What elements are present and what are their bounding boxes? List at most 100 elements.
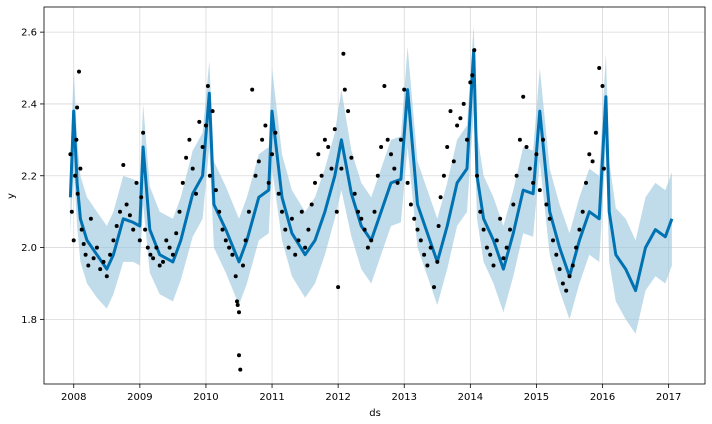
observed-point bbox=[101, 259, 106, 264]
observed-point bbox=[68, 152, 73, 157]
plot-frame bbox=[43, 6, 706, 385]
observed-point bbox=[372, 209, 377, 214]
observed-point bbox=[170, 252, 175, 257]
observed-point bbox=[223, 238, 228, 243]
observed-point bbox=[227, 245, 232, 250]
observed-point bbox=[286, 245, 291, 250]
observed-point bbox=[470, 73, 475, 78]
observed-point bbox=[547, 216, 552, 221]
observed-point bbox=[408, 202, 413, 207]
observed-point bbox=[203, 123, 208, 128]
observed-point bbox=[114, 224, 119, 228]
observed-point bbox=[448, 109, 453, 114]
observed-point bbox=[75, 191, 80, 196]
observed-point bbox=[531, 180, 536, 185]
observed-point bbox=[428, 245, 433, 250]
observed-point bbox=[346, 109, 351, 114]
observed-point bbox=[205, 84, 210, 88]
observed-point bbox=[326, 145, 331, 149]
observed-point bbox=[187, 137, 192, 142]
observed-point bbox=[570, 263, 575, 268]
observed-point bbox=[151, 256, 156, 261]
observed-point bbox=[235, 299, 239, 304]
observed-point bbox=[88, 216, 93, 221]
observed-point bbox=[94, 245, 99, 250]
observed-point bbox=[194, 191, 198, 196]
x-tick-label: 2013 bbox=[392, 392, 417, 403]
x-tick-label: 2017 bbox=[656, 392, 681, 403]
observed-point bbox=[230, 252, 235, 257]
observed-point bbox=[157, 263, 162, 268]
uncertainty-interval-layer bbox=[70, 25, 672, 334]
observed-point bbox=[468, 80, 473, 85]
observed-point bbox=[75, 105, 80, 110]
observed-point bbox=[567, 274, 572, 279]
observed-point bbox=[564, 288, 569, 293]
observed-point bbox=[207, 173, 212, 178]
observed-point bbox=[233, 274, 238, 279]
observed-point bbox=[276, 191, 281, 196]
observed-point bbox=[283, 227, 288, 232]
observed-point bbox=[455, 123, 460, 128]
observed-point bbox=[98, 267, 103, 272]
observed-point bbox=[91, 256, 96, 261]
observed-point bbox=[71, 238, 76, 243]
y-tick-label: 2.4 bbox=[21, 99, 37, 110]
observed-point bbox=[508, 227, 512, 232]
x-tick-label: 2008 bbox=[61, 392, 86, 403]
observed-point bbox=[280, 209, 284, 214]
observed-point bbox=[309, 202, 314, 207]
observed-point bbox=[498, 216, 503, 221]
observed-point bbox=[587, 152, 592, 157]
observed-point bbox=[180, 180, 185, 185]
observed-point bbox=[375, 173, 380, 178]
observed-point bbox=[332, 127, 337, 132]
observed-point bbox=[319, 173, 324, 178]
y-tick-label: 1.8 bbox=[21, 315, 37, 326]
observed-point bbox=[541, 137, 546, 142]
observed-point bbox=[237, 310, 241, 315]
observed-point bbox=[81, 242, 86, 246]
observed-point bbox=[213, 188, 218, 193]
observed-point bbox=[273, 130, 278, 135]
observed-point bbox=[139, 195, 144, 200]
observed-point bbox=[488, 252, 493, 257]
observed-point bbox=[590, 159, 595, 164]
observed-point bbox=[322, 137, 327, 142]
observed-point bbox=[174, 231, 179, 236]
observed-point bbox=[491, 263, 496, 268]
observed-point bbox=[551, 238, 555, 243]
observed-point bbox=[593, 130, 598, 135]
observed-point bbox=[584, 180, 588, 185]
observed-point bbox=[184, 155, 189, 160]
observed-point bbox=[108, 252, 113, 257]
observed-point bbox=[237, 353, 241, 358]
observed-point bbox=[557, 267, 562, 272]
observed-point bbox=[266, 180, 271, 185]
y-axis-label: y bbox=[6, 193, 17, 199]
observed-point bbox=[253, 173, 258, 178]
observed-point bbox=[560, 281, 565, 286]
observed-point bbox=[392, 166, 397, 171]
observed-point bbox=[137, 238, 142, 243]
observed-point bbox=[458, 116, 463, 121]
observed-point bbox=[484, 245, 489, 250]
x-axis-ticks: 2008 2009 2010 2011 2012 2013 2014 2015 2016 2017 bbox=[61, 384, 681, 403]
observed-point bbox=[418, 238, 423, 243]
observed-point bbox=[436, 224, 441, 228]
observed-point bbox=[362, 227, 367, 232]
x-tick-label: 2012 bbox=[325, 392, 350, 403]
observed-point bbox=[73, 173, 78, 178]
observed-point bbox=[425, 263, 430, 268]
observed-point bbox=[341, 51, 346, 56]
observed-point bbox=[313, 180, 317, 185]
observed-point bbox=[577, 227, 582, 232]
observed-point bbox=[161, 259, 165, 264]
observed-point bbox=[164, 238, 169, 243]
observed-point bbox=[78, 166, 83, 171]
y-tick-label: 2.6 bbox=[21, 28, 37, 39]
observed-point bbox=[438, 195, 443, 200]
observed-point bbox=[256, 159, 261, 164]
observed-point bbox=[69, 209, 74, 214]
x-tick-label: 2011 bbox=[259, 392, 284, 403]
